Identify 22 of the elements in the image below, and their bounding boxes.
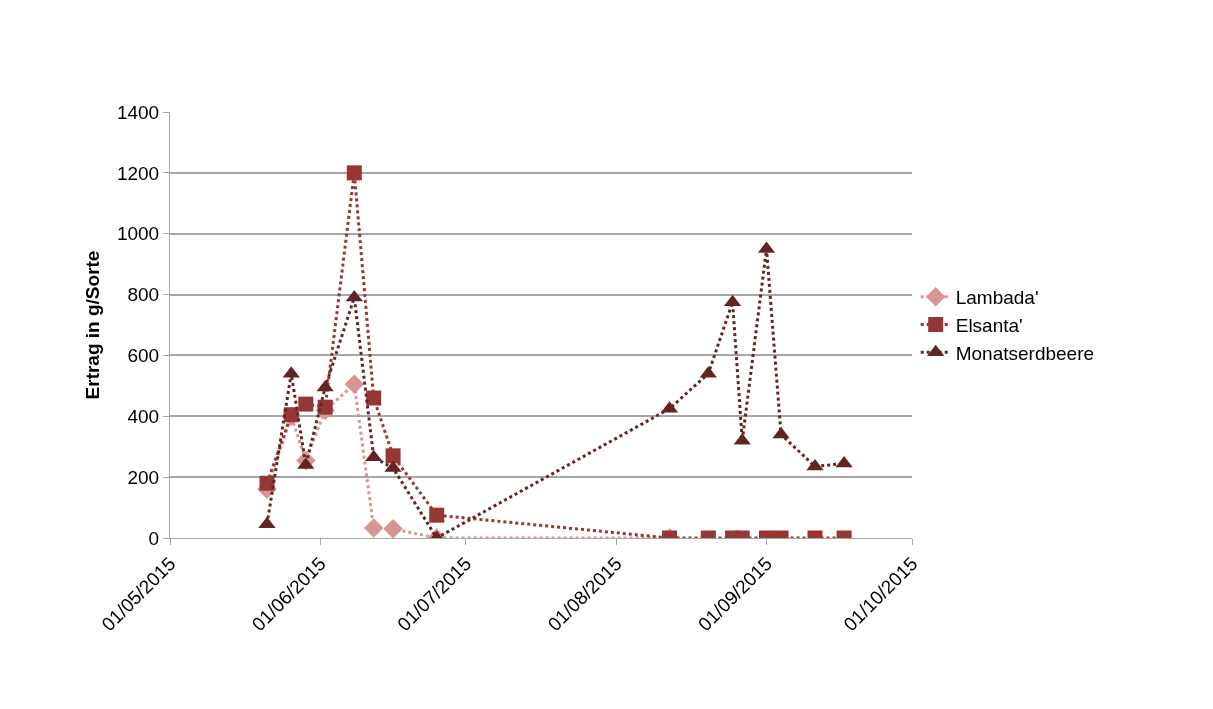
point [366, 390, 382, 406]
legend-label: Monatserdbeere [955, 342, 1095, 364]
point [806, 458, 824, 471]
y-tick-label: 400 [127, 405, 160, 427]
legend-label: Lambada' [955, 287, 1039, 309]
point [258, 516, 276, 529]
y-tick-label: 1400 [116, 101, 160, 123]
point [365, 449, 383, 462]
point [317, 399, 333, 415]
point [298, 396, 314, 412]
y-axis-title: Ertrag in g/Sorte [81, 250, 103, 400]
point [346, 165, 362, 181]
point [835, 455, 853, 468]
y-tick-label: 200 [127, 466, 160, 488]
point [316, 379, 334, 392]
y-tick-label: 800 [127, 284, 160, 306]
y-tick-label: 1000 [116, 223, 160, 245]
point [344, 374, 365, 395]
y-tick-label: 1200 [116, 162, 160, 184]
y-tick-label: 600 [127, 345, 160, 367]
y-tick-label: 0 [148, 527, 160, 549]
legend-label: Elsanta' [955, 314, 1023, 336]
